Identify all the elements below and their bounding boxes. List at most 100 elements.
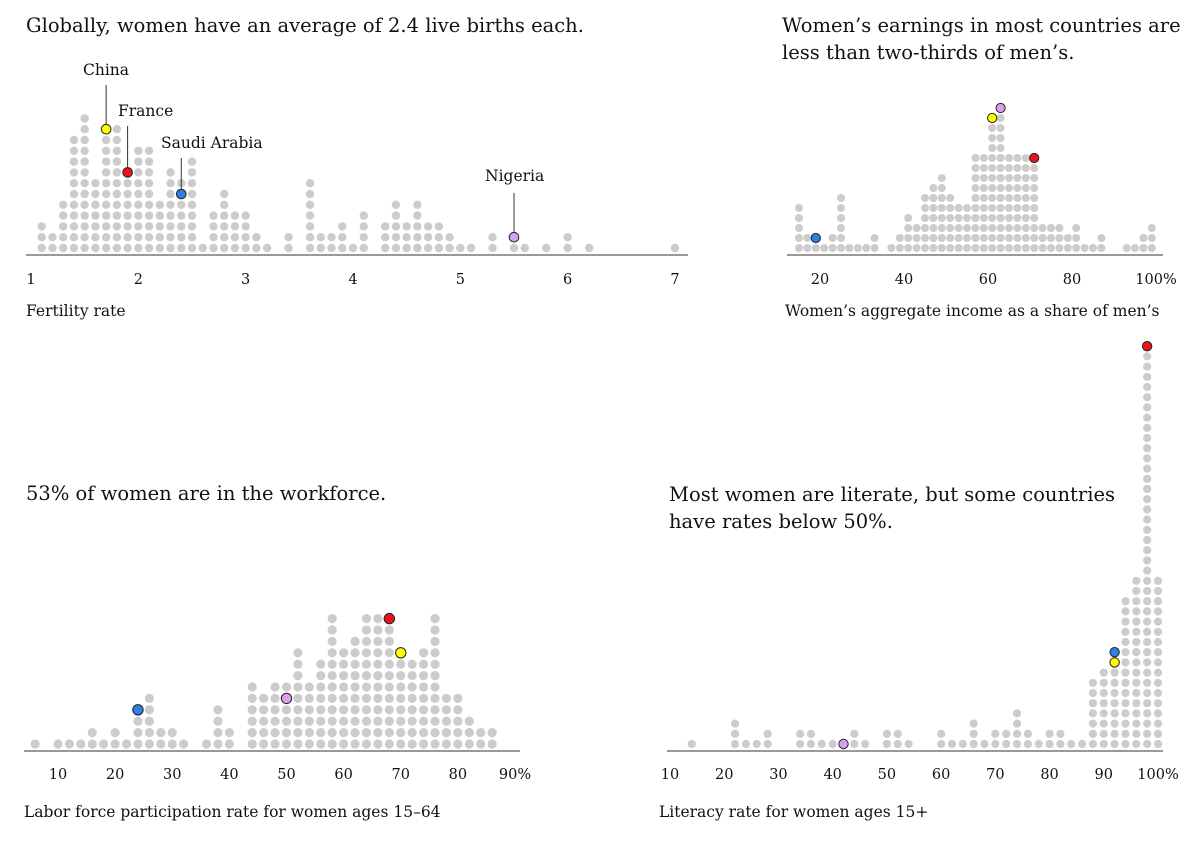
literacy-dot	[893, 729, 902, 738]
fertility-dot	[230, 222, 240, 231]
workforce-dot	[327, 705, 337, 715]
workforce-dot	[316, 705, 326, 715]
literacy-ticks: 10 20 30 40 50 60 70 80 90 100%	[661, 767, 1179, 783]
fertility-dot	[134, 168, 143, 177]
literacy-dot	[1099, 678, 1108, 687]
literacy-dot	[969, 739, 978, 749]
earnings-dot	[904, 244, 913, 252]
earnings-dot	[996, 164, 1005, 172]
fertility-dot	[112, 125, 122, 134]
fertility-dot	[187, 243, 197, 253]
literacy-dot	[1143, 464, 1152, 473]
earnings-dot	[1021, 204, 1030, 212]
earnings-saudi-arabia-dot	[810, 232, 821, 244]
fertility-dot	[69, 179, 79, 188]
fertility-dot	[305, 179, 315, 188]
fertility-dot	[80, 233, 89, 242]
earnings-dot	[1021, 234, 1030, 242]
workforce-dot	[396, 659, 406, 669]
fertility-dot	[134, 243, 143, 253]
fertility-dot	[144, 157, 154, 166]
earnings-dot	[971, 244, 980, 252]
workforce-dot	[327, 693, 337, 704]
literacy-dot	[1143, 688, 1152, 698]
earnings-dot	[996, 144, 1005, 152]
workforce-dot	[259, 716, 269, 726]
fertility-tick-label: 2	[134, 272, 143, 288]
workforce-dot	[407, 693, 417, 704]
literacy-dot	[741, 739, 751, 749]
earnings-dot	[1021, 224, 1030, 232]
literacy-tick-label: 90	[1095, 767, 1113, 783]
workforce-dot	[487, 739, 497, 749]
workforce-dot	[213, 705, 223, 715]
workforce-dot	[110, 739, 120, 749]
earnings-dot	[1030, 244, 1039, 252]
literacy-chart-title-line-1: Most women are literate, but some countr…	[669, 483, 1115, 506]
fertility-saudi-arabia-dot	[175, 188, 187, 200]
fertility-dot	[187, 211, 197, 220]
literacy-dot	[1132, 719, 1141, 728]
workforce-dot	[430, 682, 440, 692]
earnings-dot	[1005, 194, 1013, 202]
workforce-dot	[419, 728, 429, 738]
fertility-dot	[434, 243, 444, 253]
workforce-dot	[384, 671, 394, 681]
earnings-dot	[853, 244, 862, 252]
literacy-dot	[796, 729, 805, 738]
fertility-dot	[348, 243, 358, 253]
fertility-dot	[37, 222, 46, 231]
literacy-dot	[1132, 729, 1141, 738]
earnings-nigeria-dot	[995, 102, 1006, 114]
workforce-dot	[144, 739, 154, 749]
workforce-dot	[87, 728, 97, 738]
fertility-nigeria-label: Nigeria	[485, 167, 544, 185]
fertility-dot	[69, 168, 79, 177]
literacy-dot	[828, 739, 837, 749]
literacy-dot	[1023, 729, 1032, 738]
earnings-dot	[996, 124, 1005, 132]
earnings-dot	[988, 214, 997, 222]
fertility-dot	[80, 125, 89, 134]
fertility-dot	[423, 243, 433, 253]
fertility-dot	[391, 243, 401, 253]
workforce-dot	[144, 716, 154, 726]
workforce-dot	[430, 614, 440, 624]
earnings-dot	[921, 234, 929, 242]
literacy-dot	[1153, 627, 1163, 636]
literacy-dot	[1121, 678, 1130, 687]
workforce-france-dot	[383, 612, 396, 625]
fertility-dot	[177, 233, 186, 242]
workforce-dot	[133, 739, 143, 749]
literacy-tick-label: 80	[1040, 767, 1058, 783]
fertility-dot	[284, 233, 293, 242]
workforce-chart-title: 53% of women are in the workforce.	[26, 482, 386, 505]
fertility-dot	[488, 243, 497, 253]
fertility-dot	[123, 233, 132, 242]
fertility-dot	[112, 189, 122, 199]
earnings-dot	[1013, 194, 1022, 202]
workforce-dot	[316, 671, 326, 681]
literacy-dot	[1143, 454, 1152, 463]
earnings-dot	[1055, 234, 1064, 242]
earnings-dot	[929, 244, 938, 252]
fertility-dot	[101, 157, 111, 166]
earnings-dot	[996, 174, 1005, 182]
earnings-dot	[979, 224, 988, 232]
workforce-dot	[384, 648, 394, 658]
workforce-dot	[350, 693, 360, 704]
fertility-dots	[37, 114, 680, 253]
workforce-dot	[361, 625, 372, 635]
earnings-dot	[996, 154, 1005, 162]
fertility-dot	[112, 157, 122, 166]
fertility-dot	[413, 200, 422, 209]
literacy-tick-label: 70	[986, 767, 1004, 783]
earnings-dot	[1055, 224, 1064, 232]
earnings-dot	[979, 244, 988, 252]
fertility-dot	[166, 211, 175, 220]
workforce-nigeria-dot	[280, 692, 293, 705]
fertility-dot	[456, 243, 465, 253]
earnings-chart-title-line-1: Women’s earnings in most countries are	[782, 14, 1181, 37]
workforce-dot	[133, 716, 143, 726]
